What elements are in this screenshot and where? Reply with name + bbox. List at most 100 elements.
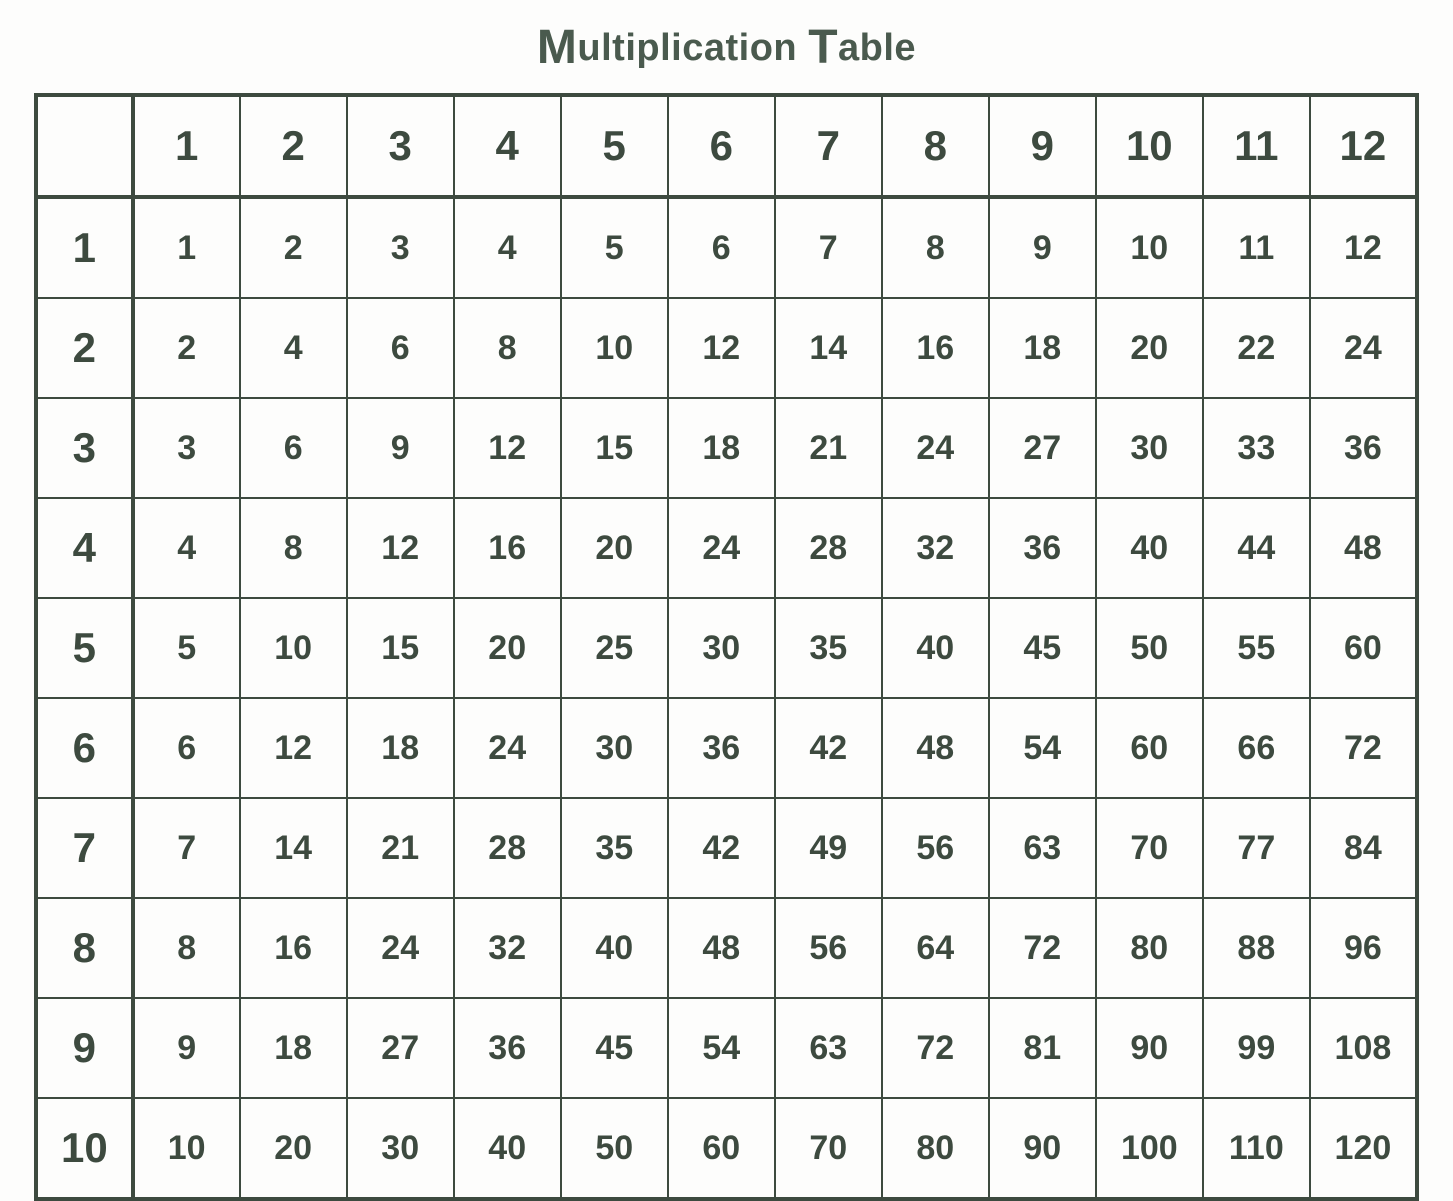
table-cell: 80 [1096, 898, 1203, 998]
row-header: 2 [36, 298, 133, 398]
table-cell: 63 [775, 998, 882, 1098]
table-cell: 12 [668, 298, 775, 398]
table-header-row: 1 2 3 4 5 6 7 8 9 10 11 12 [36, 95, 1417, 197]
table-cell: 12 [454, 398, 561, 498]
table-cell: 4 [133, 498, 240, 598]
col-header: 9 [989, 95, 1096, 197]
table-cell: 40 [1096, 498, 1203, 598]
table-cell: 6 [668, 197, 775, 298]
table-cell: 108 [1310, 998, 1417, 1098]
col-header: 5 [561, 95, 668, 197]
table-cell: 4 [240, 298, 347, 398]
table-cell: 21 [775, 398, 882, 498]
table-cell: 33 [1203, 398, 1310, 498]
table-cell: 56 [882, 798, 989, 898]
table-row: 6 6 12 18 24 30 36 42 48 54 60 66 72 [36, 698, 1417, 798]
table-cell: 40 [882, 598, 989, 698]
title-text-1: ultiplication [577, 27, 808, 69]
title-cap-t: T [808, 21, 838, 74]
table-cell: 3 [347, 197, 454, 298]
table-cell: 28 [454, 798, 561, 898]
table-cell: 60 [1310, 598, 1417, 698]
table-cell: 22 [1203, 298, 1310, 398]
table-cell: 12 [1310, 197, 1417, 298]
table-cell: 50 [1096, 598, 1203, 698]
table-cell: 90 [1096, 998, 1203, 1098]
table-cell: 120 [1310, 1098, 1417, 1199]
table-cell: 18 [240, 998, 347, 1098]
table-cell: 8 [133, 898, 240, 998]
table-cell: 15 [347, 598, 454, 698]
table-body: 1 1 2 3 4 5 6 7 8 9 10 11 12 2 2 4 6 8 1… [36, 197, 1417, 1199]
table-cell: 16 [454, 498, 561, 598]
table-cell: 35 [775, 598, 882, 698]
table-cell: 2 [133, 298, 240, 398]
table-cell: 84 [1310, 798, 1417, 898]
table-cell: 6 [133, 698, 240, 798]
table-row: 9 9 18 27 36 45 54 63 72 81 90 99 108 [36, 998, 1417, 1098]
row-header: 5 [36, 598, 133, 698]
table-cell: 16 [240, 898, 347, 998]
table-cell: 24 [347, 898, 454, 998]
table-cell: 18 [989, 298, 1096, 398]
col-header: 1 [133, 95, 240, 197]
table-cell: 40 [561, 898, 668, 998]
table-cell: 42 [668, 798, 775, 898]
table-cell: 18 [668, 398, 775, 498]
table-cell: 11 [1203, 197, 1310, 298]
table-cell: 81 [989, 998, 1096, 1098]
table-cell: 48 [668, 898, 775, 998]
table-cell: 32 [882, 498, 989, 598]
col-header: 8 [882, 95, 989, 197]
col-header: 12 [1310, 95, 1417, 197]
table-cell: 24 [1310, 298, 1417, 398]
table-cell: 20 [240, 1098, 347, 1199]
multiplication-table: 1 2 3 4 5 6 7 8 9 10 11 12 1 1 2 3 4 5 [34, 93, 1419, 1201]
table-cell: 45 [989, 598, 1096, 698]
table-cell: 36 [989, 498, 1096, 598]
table-cell: 10 [1096, 197, 1203, 298]
table-cell: 48 [882, 698, 989, 798]
table-cell: 50 [561, 1098, 668, 1199]
table-cell: 64 [882, 898, 989, 998]
table-cell: 14 [240, 798, 347, 898]
table-row: 2 2 4 6 8 10 12 14 16 18 20 22 24 [36, 298, 1417, 398]
table-cell: 9 [347, 398, 454, 498]
table-cell: 30 [561, 698, 668, 798]
table-cell: 4 [454, 197, 561, 298]
table-cell: 8 [454, 298, 561, 398]
table-cell: 100 [1096, 1098, 1203, 1199]
table-cell: 18 [347, 698, 454, 798]
row-header: 1 [36, 197, 133, 298]
table-cell: 20 [1096, 298, 1203, 398]
table-cell: 8 [240, 498, 347, 598]
title-text-2: able [838, 27, 916, 69]
col-header: 7 [775, 95, 882, 197]
table-cell: 21 [347, 798, 454, 898]
table-row: 1 1 2 3 4 5 6 7 8 9 10 11 12 [36, 197, 1417, 298]
table-cell: 27 [347, 998, 454, 1098]
table-cell: 27 [989, 398, 1096, 498]
table-row: 3 3 6 9 12 15 18 21 24 27 30 33 36 [36, 398, 1417, 498]
table-cell: 48 [1310, 498, 1417, 598]
table-cell: 6 [240, 398, 347, 498]
table-cell: 20 [454, 598, 561, 698]
table-cell: 45 [561, 998, 668, 1098]
table-cell: 12 [347, 498, 454, 598]
row-header: 9 [36, 998, 133, 1098]
table-cell: 36 [454, 998, 561, 1098]
table-cell: 25 [561, 598, 668, 698]
table-cell: 66 [1203, 698, 1310, 798]
table-cell: 30 [1096, 398, 1203, 498]
row-header: 7 [36, 798, 133, 898]
table-cell: 36 [668, 698, 775, 798]
table-cell: 55 [1203, 598, 1310, 698]
table-row: 7 7 14 21 28 35 42 49 56 63 70 77 84 [36, 798, 1417, 898]
row-header: 10 [36, 1098, 133, 1199]
table-cell: 54 [989, 698, 1096, 798]
table-cell: 6 [347, 298, 454, 398]
table-cell: 90 [989, 1098, 1096, 1199]
table-cell: 96 [1310, 898, 1417, 998]
row-header: 8 [36, 898, 133, 998]
table-row: 4 4 8 12 16 20 24 28 32 36 40 44 48 [36, 498, 1417, 598]
